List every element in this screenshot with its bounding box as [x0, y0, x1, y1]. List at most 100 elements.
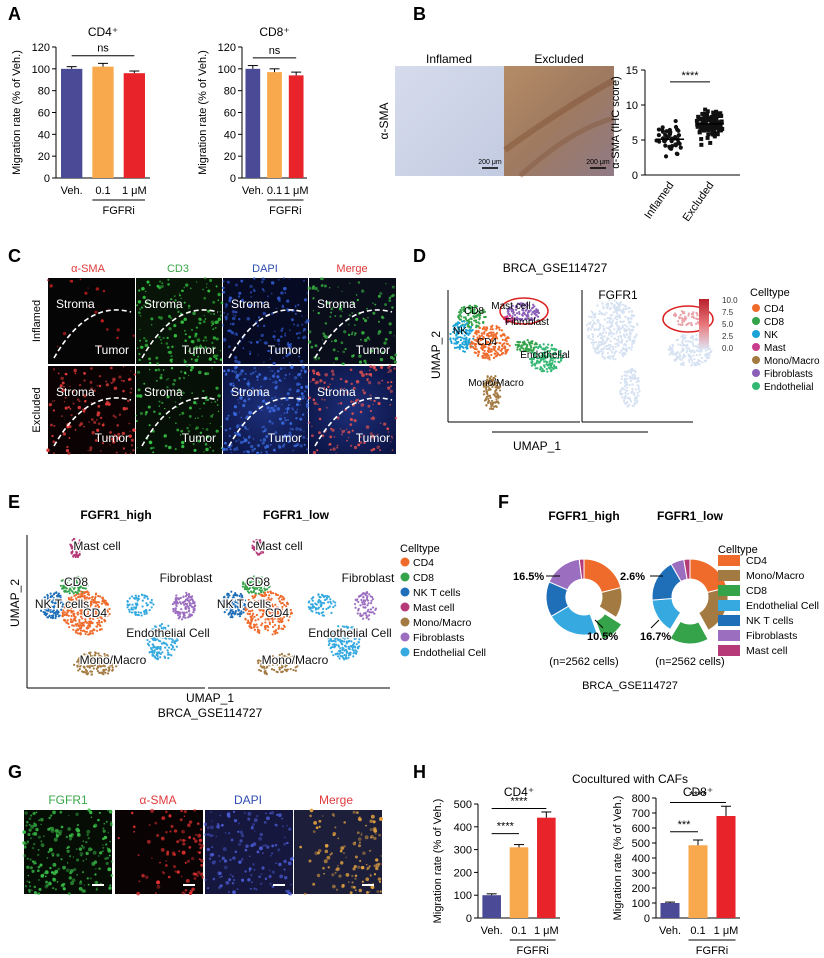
signal-speck [306, 438, 308, 440]
umap-cell-mono [85, 672, 88, 676]
umap-cell-fgfr1 [610, 313, 613, 317]
signal-speck [137, 854, 140, 857]
umap-cell-fgfr1 [594, 322, 597, 325]
umap-cell-endothelial [134, 606, 138, 609]
umap-cell-fgfr1 [637, 380, 640, 383]
umap-cell-mono [111, 669, 114, 672]
umap-cell-cd4 [88, 622, 91, 625]
signal-speck [211, 820, 214, 822]
signal-speck [327, 866, 330, 869]
signal-speck [314, 851, 319, 856]
signal-speck [223, 311, 226, 314]
umap-cell-cd4 [488, 356, 491, 359]
umap-cell-cd4 [98, 595, 102, 598]
umap-cell-fgfr1 [616, 302, 619, 305]
signal-speck [43, 835, 45, 838]
signal-speck [323, 386, 325, 389]
signal-speck [337, 837, 340, 840]
signal-speck [155, 892, 157, 894]
umap-cell-cd4 [477, 337, 480, 340]
signal-speck [256, 444, 260, 447]
legend-label: NK [764, 330, 778, 341]
umap-cell-nk [467, 339, 470, 342]
signal-speck [324, 843, 329, 848]
umap-cell-endothelial [137, 613, 140, 617]
umap-cell-fgfr1 [692, 338, 695, 341]
signal-speck [314, 286, 318, 291]
umap-cell-cd4 [70, 614, 73, 618]
umap-cell-fgfr1 [694, 345, 698, 348]
umap-cell-fgfr1 [628, 403, 631, 406]
signal-speck [381, 351, 385, 354]
signal-speck [316, 449, 319, 452]
umap-cell-mono [482, 393, 486, 396]
signal-speck [188, 414, 192, 418]
panel-g: FGFR1 α-SMA DAPI Merge [22, 793, 383, 896]
signal-speck [232, 810, 236, 813]
signal-speck [170, 824, 174, 828]
umap-cell-endothelial [534, 367, 537, 370]
signal-speck [351, 874, 354, 878]
signal-speck [71, 390, 75, 393]
signal-speck [208, 357, 213, 361]
signal-speck [191, 366, 195, 370]
signal-speck [296, 324, 300, 327]
signal-speck [189, 368, 193, 372]
umap-cell-cd8 [484, 315, 487, 319]
signal-speck [63, 385, 65, 388]
umap-cell-cd4 [91, 629, 94, 632]
signal-speck [279, 446, 282, 449]
d-cl-mast: Mast cell [491, 301, 530, 312]
signal-speck [75, 827, 80, 832]
signal-speck [87, 837, 90, 840]
signal-speck [343, 387, 345, 390]
signal-speck [158, 405, 161, 407]
umap-cell-endothelial [545, 367, 548, 371]
signal-speck [139, 339, 142, 342]
signal-speck [209, 811, 212, 813]
umap-cell-cd8 [475, 311, 478, 314]
umap-cell-cd4 [489, 328, 492, 331]
umap-cell-endothelial [128, 608, 131, 611]
signal-speck [66, 862, 69, 864]
umap-cell-cd4 [253, 615, 256, 618]
signal-speck [354, 877, 357, 880]
signal-speck [50, 423, 53, 427]
signal-speck [135, 414, 138, 417]
signal-speck [76, 873, 78, 876]
signal-speck [83, 379, 86, 382]
umap-cell-fgfr1 [681, 356, 685, 360]
signal-speck [129, 430, 131, 433]
umap-cell-cd8 [517, 340, 520, 344]
e-dataset: BRCA_GSE114727 [158, 706, 263, 720]
signal-speck [227, 368, 231, 373]
umap-cell-cd4 [75, 624, 78, 627]
signal-speck [184, 862, 187, 865]
umap-cell-cd8 [464, 317, 468, 321]
umap-cell-cd4 [251, 612, 255, 615]
signal-speck [217, 410, 220, 413]
umap-cell-nk [460, 336, 463, 339]
signal-speck [368, 891, 371, 893]
umap-cell-fgfr1 [602, 313, 605, 316]
umap-cell-fgfr1 [630, 348, 633, 351]
umap-cell-fibroblast [521, 308, 524, 311]
umap-cell-mono [495, 405, 498, 408]
signal-speck [286, 342, 289, 346]
signal-speck [366, 866, 370, 870]
signal-speck [64, 406, 68, 410]
umap-cell-fgfr1 [628, 370, 632, 373]
signal-speck [237, 399, 239, 401]
signal-speck [350, 333, 354, 336]
signal-speck [331, 373, 335, 376]
signal-speck [310, 345, 314, 349]
signal-speck [246, 395, 249, 397]
umap-cell-cd4 [249, 626, 253, 629]
signal-speck [81, 844, 84, 847]
umap-cell-fgfr1-high [687, 314, 690, 317]
umap-cell-fgfr1 [623, 370, 627, 373]
signal-speck [247, 878, 251, 882]
umap-cell-cd4 [474, 351, 478, 355]
signal-speck [113, 434, 117, 437]
signal-speck [195, 281, 198, 283]
